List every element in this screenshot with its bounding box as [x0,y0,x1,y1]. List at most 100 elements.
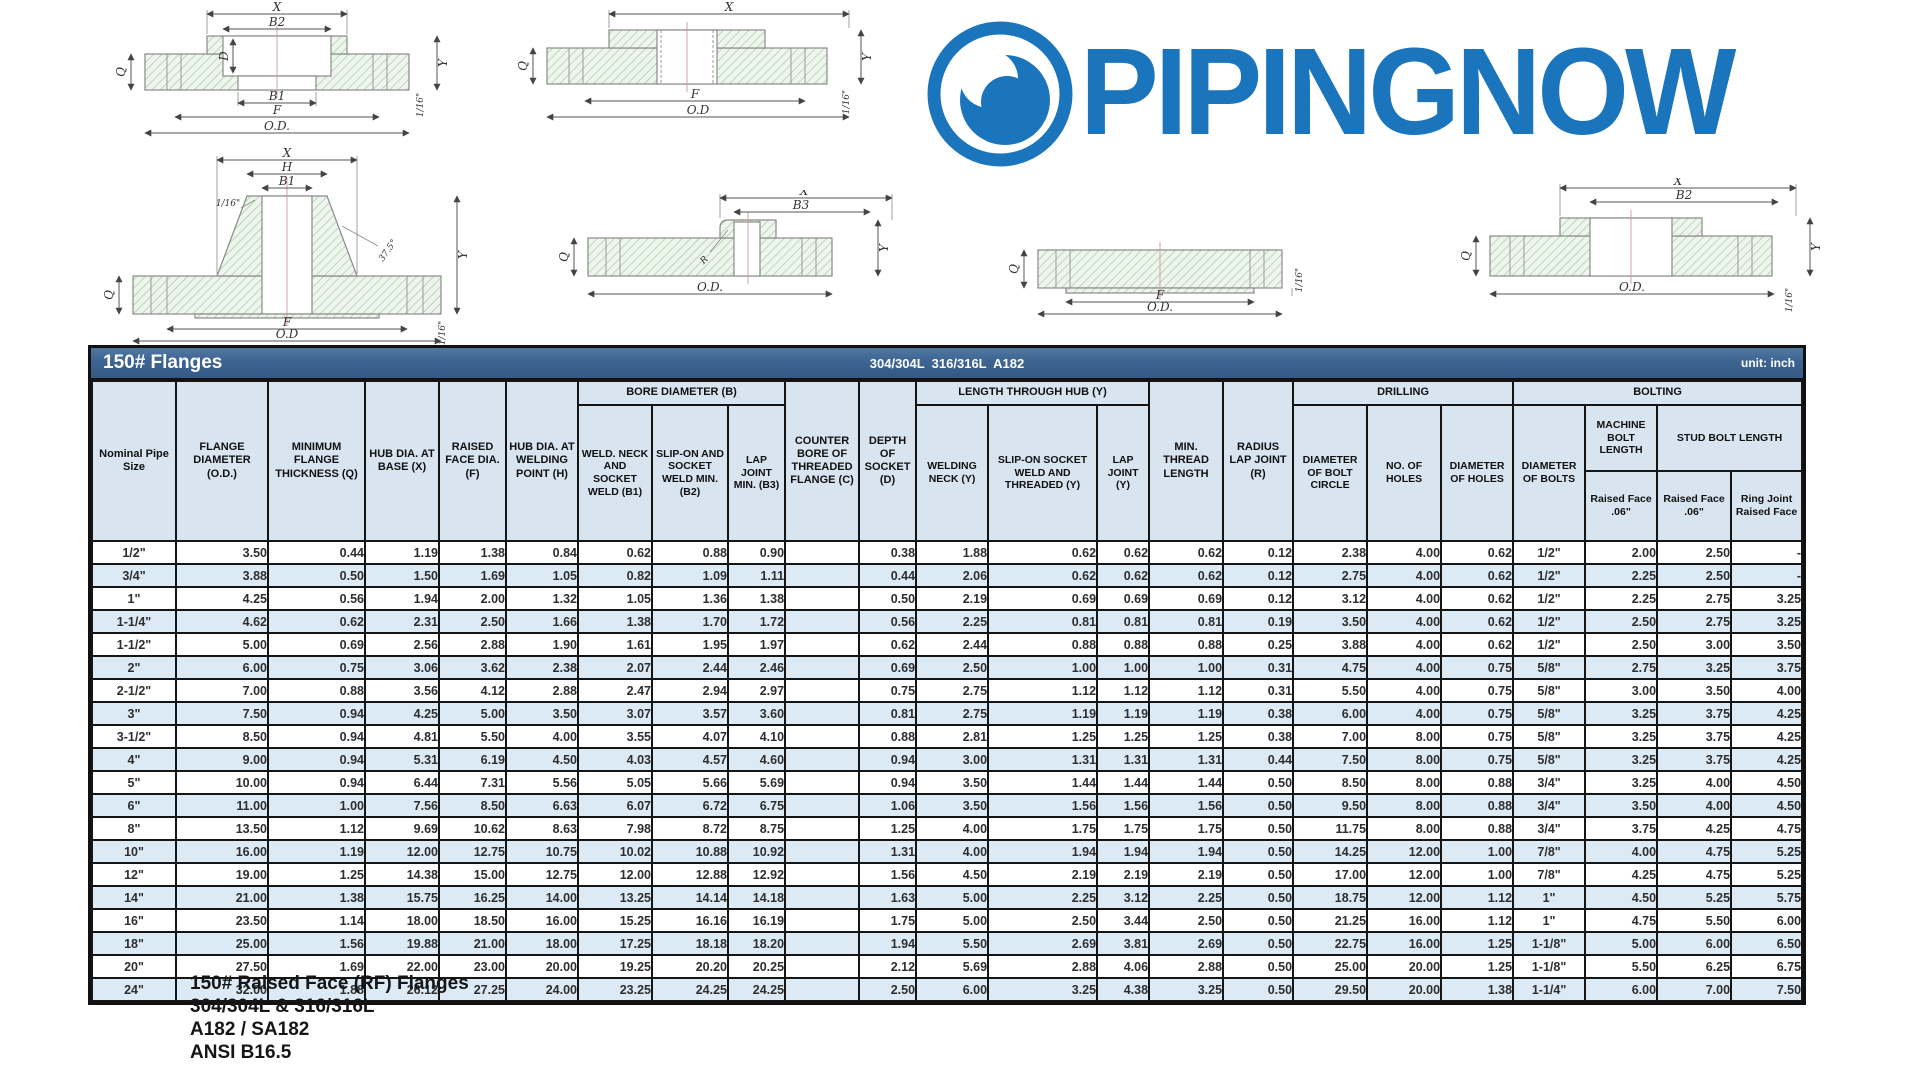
value-cell: 4.00 [505,724,579,749]
value-cell: 0.88 [1440,793,1515,818]
value-cell: 17.25 [577,931,653,956]
value-cell: 1.12 [1440,908,1515,933]
value-cell: 3.50 [175,540,269,565]
value-cell: 3.81 [1096,931,1151,956]
dim-label-q: Q [1008,264,1021,274]
flange-body [546,22,828,92]
value-cell: 0.82 [577,563,653,588]
value-cell: 1.88 [915,540,990,565]
value-cell: 15.25 [577,908,653,933]
value-cell: 0.50 [1222,793,1295,818]
value-cell: 0.62 [1148,563,1225,588]
value-cell: 1.90 [505,632,579,657]
value-cell: 20.20 [651,954,729,979]
value-cell: 0.62 [1096,540,1151,565]
dimensions: X Q F O.D Y 1/16" [516,2,874,121]
pipingnow-logo-text: PIPINGNOW [1080,22,1736,162]
dim-label-b3: B3 [792,198,810,212]
value-cell: 4.25 [1730,747,1804,772]
value-cell: 1.25 [1440,931,1515,956]
threaded-flange-drawing: X Q F O.D Y 1/16" [516,2,874,121]
value-cell: 1.44 [1148,770,1225,795]
value-cell: 3.25 [1584,770,1659,795]
value-cell: 1.19 [987,701,1099,726]
value-cell: 2.50 [1148,908,1225,933]
dim-label-od: O.D [276,327,299,341]
value-cell [784,908,861,933]
value-cell: 1/2" [1512,540,1587,565]
value-cell: 6.75 [726,793,787,818]
value-cell: 14.18 [726,885,787,910]
value-cell: 12.92 [726,862,787,887]
value-cell: 0.69 [987,586,1099,611]
value-cell: 23.50 [175,908,269,933]
col-header-flange-diameter: FLANGE DIAMETER (O.D.) [175,380,269,542]
value-cell: 1.31 [1148,747,1225,772]
value-cell: 1-1/4" [1512,977,1587,1002]
value-cell: 10.00 [175,770,269,795]
value-cell: 5.25 [1730,839,1804,864]
value-cell: 0.62 [858,632,918,657]
value-cell: 5.66 [651,770,729,795]
value-cell: 10.75 [505,839,579,864]
value-cell: 16.00 [1366,908,1443,933]
value-cell: 3.07 [577,701,653,726]
value-cell: 2.25 [915,609,990,634]
value-cell: 3.75 [1584,816,1659,841]
value-cell: 1.61 [577,632,653,657]
value-cell: 1.56 [987,793,1099,818]
value-cell: 0.94 [267,747,366,772]
value-cell: 2.75 [1292,563,1369,588]
value-cell: 11.00 [175,793,269,818]
value-cell: 0.50 [1222,931,1295,956]
value-cell: 4.25 [175,586,269,611]
value-cell: 4.81 [364,724,440,749]
value-cell: 10.88 [651,839,729,864]
value-cell: 6.00 [1292,701,1369,726]
value-cell: 4.00 [915,839,990,864]
value-cell: 6.00 [175,655,269,680]
value-cell: 1.94 [1096,839,1151,864]
value-cell: 1.14 [267,908,366,933]
value-cell: 0.62 [1440,540,1515,565]
value-cell: 12.75 [438,839,507,864]
value-cell: 3.56 [364,678,440,703]
value-cell: 1.72 [726,609,787,634]
value-cell: 20.00 [1366,954,1443,979]
value-cell: 1" [1512,885,1587,910]
value-cell: 3.88 [1292,632,1369,657]
value-cell: 0.88 [1440,770,1515,795]
value-cell: 7.50 [1730,977,1804,1002]
value-cell: 1.94 [858,931,918,956]
table-row: 3/4" 3.88 0.50 1.50 1.69 1.05 0.82 1.09 1.11 0.44… [91,563,1804,588]
value-cell: 3.00 [1584,678,1659,703]
value-cell [784,862,861,887]
value-cell: 8.50 [438,793,507,818]
value-cell: 5.50 [1584,954,1659,979]
value-cell: 8.75 [726,816,787,841]
value-cell: 0.94 [267,701,366,726]
value-cell: 0.38 [1222,701,1295,726]
value-cell: 0.19 [1222,609,1295,634]
value-cell: 4.75 [1292,655,1369,680]
value-cell: 5.00 [438,701,507,726]
value-cell: 4.00 [1584,839,1659,864]
dim-label-sixteenth: 1/16" [438,321,448,345]
value-cell: 1.44 [1096,770,1151,795]
value-cell: 1/2" [1512,632,1587,657]
table-body: 1/2" 3.50 0.44 1.19 1.38 0.84 0.62 0.88 0.90 0.38… [91,540,1804,1002]
flange-body [132,178,442,326]
value-cell: 1.94 [1148,839,1225,864]
value-cell: 1.69 [438,563,507,588]
value-cell: 2.75 [1656,609,1733,634]
col-header-stud-raised-face: Raised Face .06" [1656,470,1733,542]
value-cell: 4.57 [651,747,729,772]
value-cell: 5/8" [1512,701,1587,726]
dimensions: X B2 Q O.D. Y 1/16" [1459,178,1823,312]
value-cell: 3/4" [1512,816,1587,841]
value-cell: 2.38 [505,655,579,680]
value-cell: 1.11 [726,563,787,588]
value-cell: 20.00 [505,954,579,979]
value-cell: 32.00 [175,977,269,1002]
value-cell: 8.50 [175,724,269,749]
